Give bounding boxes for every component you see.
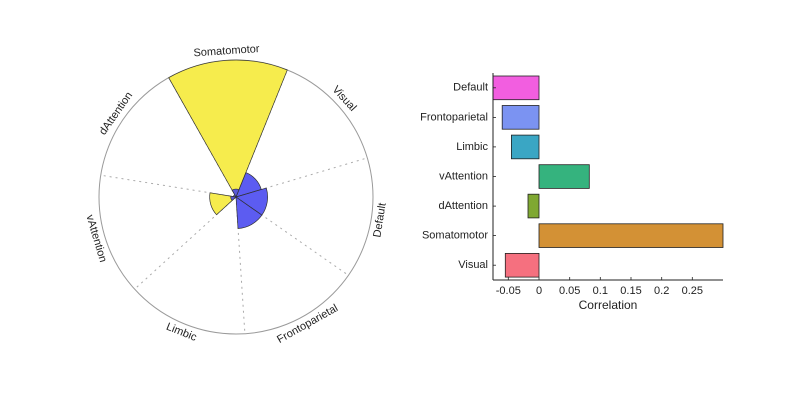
polar-wedge-somatomotor <box>168 59 288 198</box>
y-tick-label-somatomotor: Somatomotor <box>422 230 488 242</box>
bar-limbic <box>510 134 540 160</box>
polar-chart: VisualDefaultFrontoparietalLimbicvAttent… <box>83 43 388 346</box>
x-tick-labels: -0.05 0 0.05 0.1 0.15 0.2 0.25 <box>496 285 703 297</box>
polar-label-frontoparietal: Frontoparietal <box>275 302 340 346</box>
polar-spoke <box>235 157 368 198</box>
y-tick-label-frontoparietal: Frontoparietal <box>420 111 488 123</box>
polar-spoke <box>235 196 246 334</box>
polar-wedge-frontoparietal <box>235 196 263 229</box>
x-tick-label: -0.05 <box>496 285 521 297</box>
polar-label-visual: Visual <box>330 84 359 114</box>
y-tick-label-limbic: Limbic <box>456 141 488 153</box>
polar-wedge-somatomotor <box>231 188 240 198</box>
polar-wedge-vattention <box>209 192 237 216</box>
bar-chart: Default Frontoparietal Limbic vAttention dAt… <box>420 73 724 312</box>
polar-spoke <box>134 196 237 290</box>
y-tick-label-visual: Visual <box>458 259 488 271</box>
bar-frontoparietal <box>501 105 540 130</box>
y-tick-label-default: Default <box>453 82 488 94</box>
polar-label-limbic: Limbic <box>164 321 198 344</box>
bar-vattention <box>538 164 590 189</box>
bar-somatomotor <box>538 223 724 248</box>
x-tick-label: 0.25 <box>682 285 703 297</box>
x-tick-label: 0.2 <box>654 285 669 297</box>
x-tick-label: 0.15 <box>620 285 641 297</box>
x-tick-label: 0.1 <box>593 285 608 297</box>
polar-spoke <box>100 174 237 198</box>
y-tick-label-dattention: dAttention <box>438 200 488 212</box>
polar-label-somatomotor: Somatomotor <box>193 43 260 59</box>
polar-label-default: Default <box>371 202 388 238</box>
x-tick-label: 0.05 <box>559 285 580 297</box>
bars <box>492 75 724 278</box>
x-axis-label: Correlation <box>579 298 638 312</box>
polar-wedges <box>168 59 288 229</box>
x-tick-label: 0 <box>536 285 542 297</box>
bar-dattention <box>527 193 540 219</box>
bar-default <box>492 75 540 101</box>
polar-wedge-vattention <box>230 195 237 201</box>
y-tick-label-vattention: vAttention <box>439 170 488 182</box>
bar-category-labels: Default Frontoparietal Limbic vAttention dAt… <box>420 82 488 271</box>
bar-visual <box>504 252 540 278</box>
polar-spoke <box>235 196 349 276</box>
bar-axes <box>492 73 723 281</box>
